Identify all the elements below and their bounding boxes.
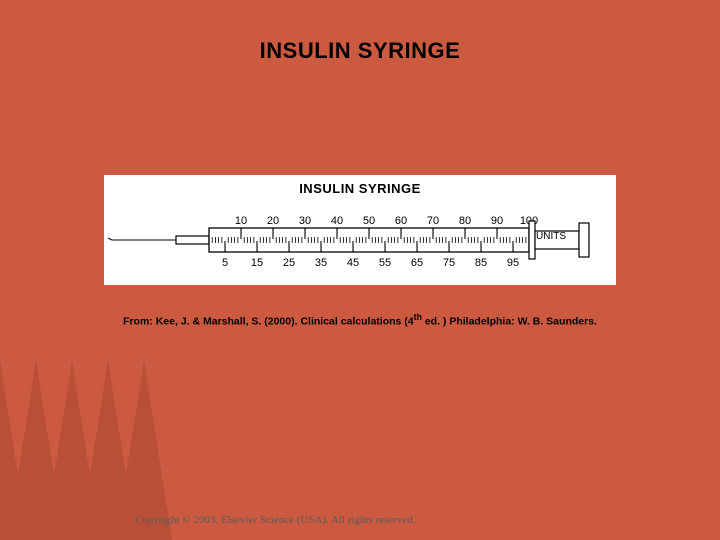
figure-title: INSULIN SYRINGE <box>104 181 616 196</box>
svg-text:5: 5 <box>222 257 228 269</box>
svg-text:60: 60 <box>395 215 407 227</box>
svg-text:80: 80 <box>459 215 471 227</box>
svg-text:10: 10 <box>235 215 247 227</box>
svg-text:85: 85 <box>475 257 487 269</box>
svg-text:65: 65 <box>411 257 423 269</box>
svg-text:40: 40 <box>331 215 343 227</box>
svg-text:30: 30 <box>299 215 311 227</box>
svg-text:75: 75 <box>443 257 455 269</box>
citation-suffix: ed. ) Philadelphia: W. B. Saunders. <box>422 316 597 328</box>
copyright-footer: Copyright © 2003, Elsevier Science (USA)… <box>135 514 416 526</box>
page-title: INSULIN SYRINGE <box>0 38 720 64</box>
citation-text: From: Kee, J. & Marshall, S. (2000). Cli… <box>0 312 720 328</box>
svg-text:45: 45 <box>347 257 359 269</box>
syringe-diagram: 1020304050607080901005152535455565758595… <box>104 201 616 281</box>
svg-text:20: 20 <box>267 215 279 227</box>
citation-prefix: From: Kee, J. & Marshall, S. (2000). Cli… <box>123 316 414 328</box>
svg-text:90: 90 <box>491 215 503 227</box>
citation-sup: th <box>414 312 422 322</box>
svg-text:25: 25 <box>283 257 295 269</box>
svg-text:50: 50 <box>363 215 375 227</box>
syringe-figure: INSULIN SYRINGE 102030405060708090100515… <box>104 175 616 285</box>
svg-text:35: 35 <box>315 257 327 269</box>
svg-text:UNITS: UNITS <box>536 231 566 242</box>
svg-text:95: 95 <box>507 257 519 269</box>
svg-text:55: 55 <box>379 257 391 269</box>
svg-text:70: 70 <box>427 215 439 227</box>
slide: INSULIN SYRINGE INSULIN SYRINGE 10 20 30 40… <box>0 0 720 540</box>
svg-text:15: 15 <box>251 257 263 269</box>
